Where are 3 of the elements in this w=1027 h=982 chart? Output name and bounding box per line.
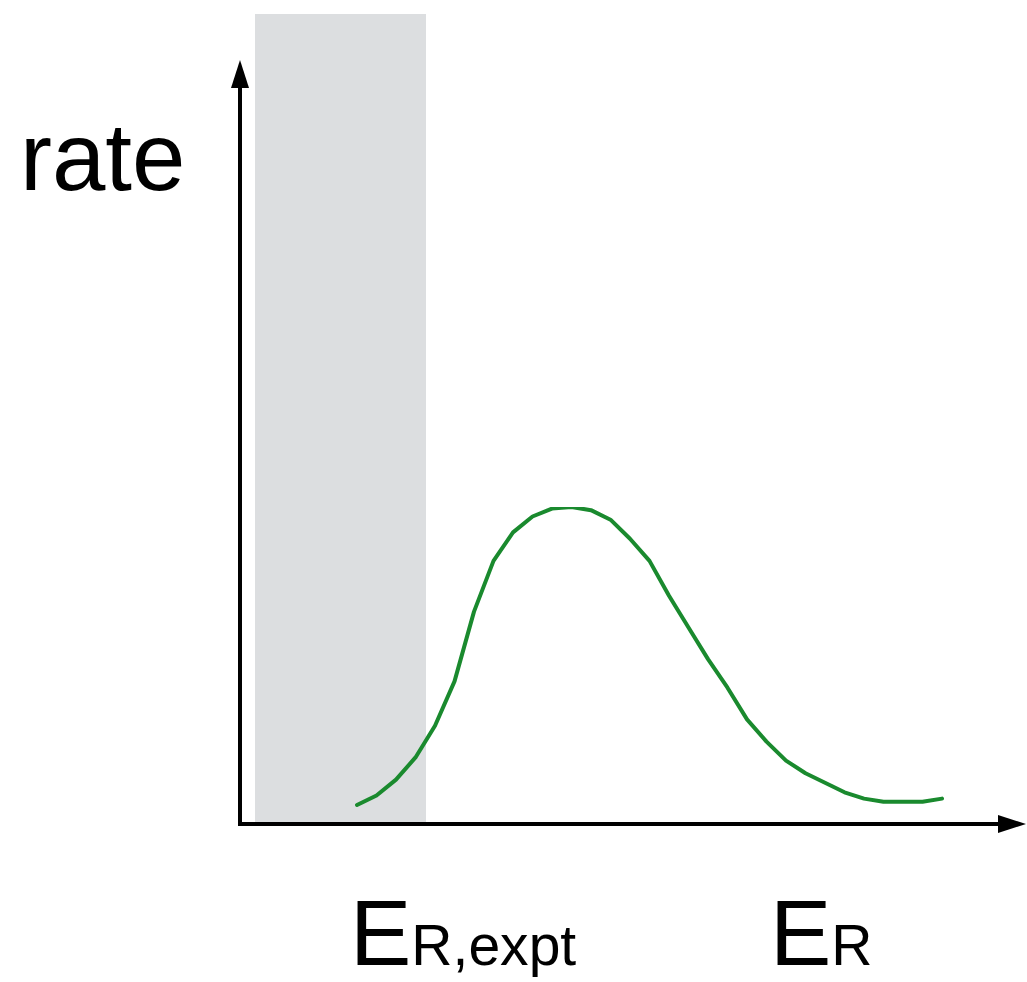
x-axis-title: ER <box>770 882 873 982</box>
y-axis-title: rate <box>20 103 186 210</box>
text: ER,expt <box>350 882 577 982</box>
